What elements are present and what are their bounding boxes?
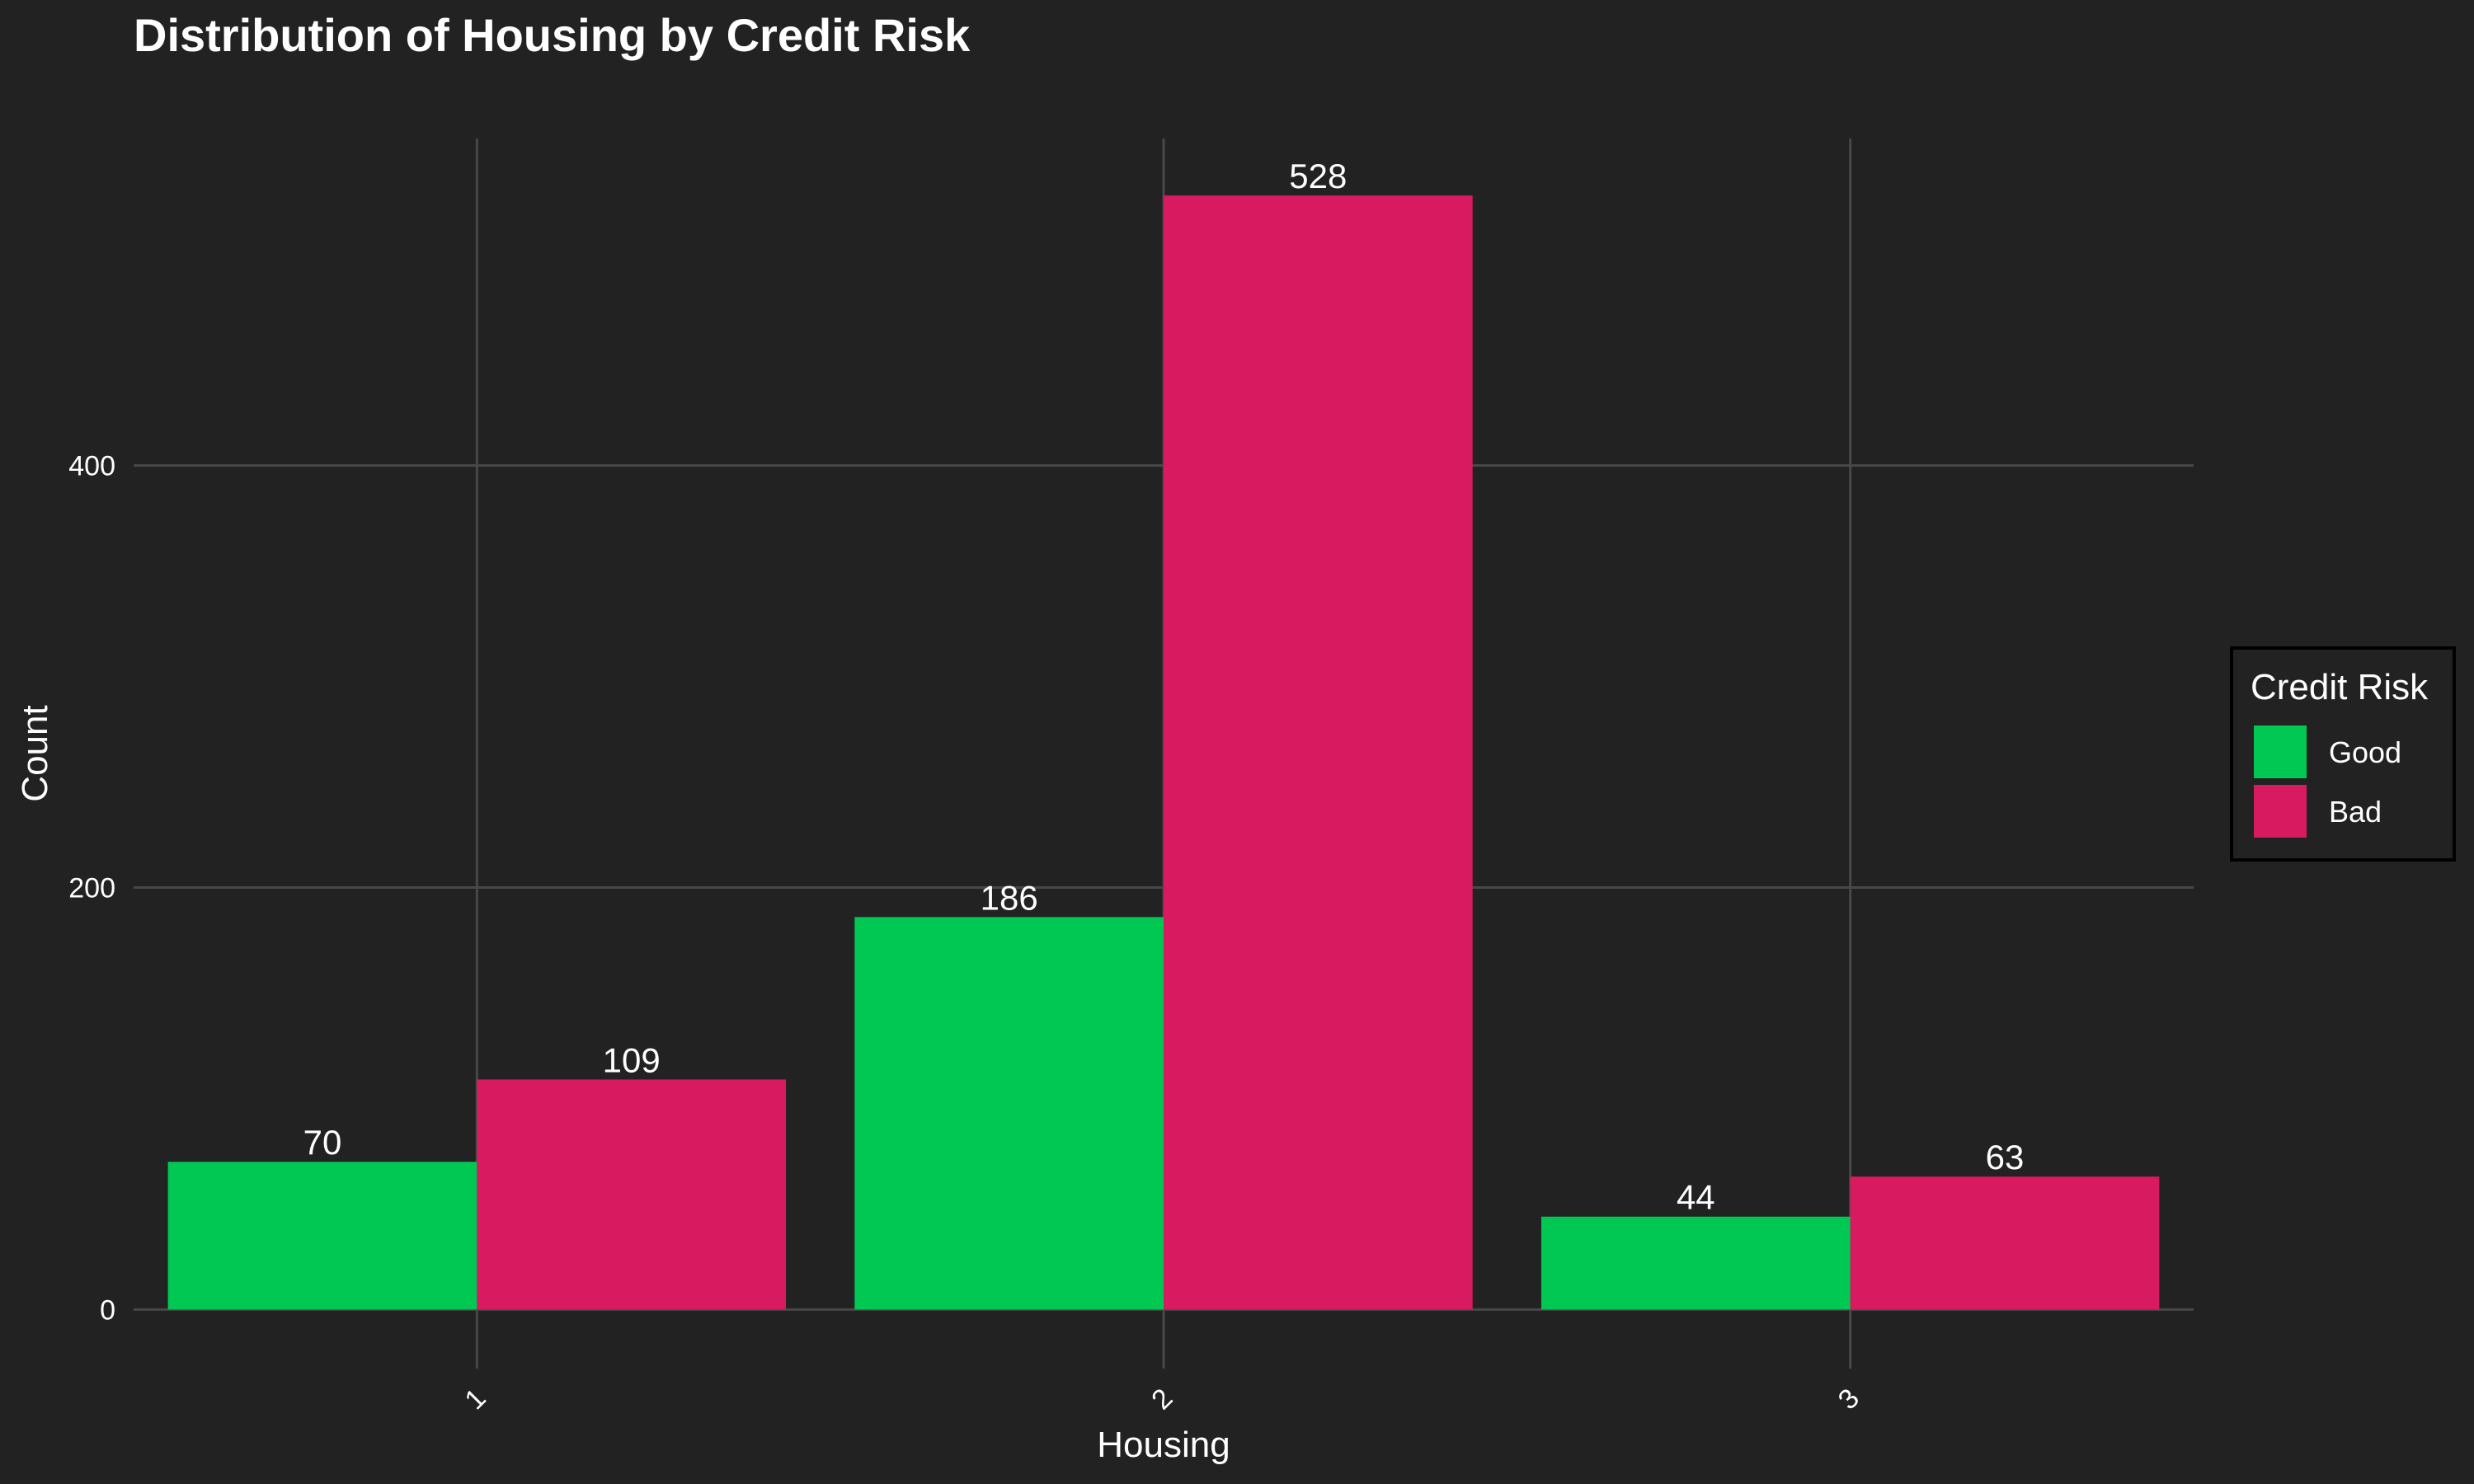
y-tick-label: 400	[68, 451, 115, 482]
bar-good-1	[167, 1162, 477, 1310]
y-axis-ticks: 0 200 400	[68, 451, 115, 1327]
chart-title: Distribution of Housing by Credit Risk	[134, 9, 971, 61]
data-labels: 70 186 44 109 528 63	[303, 157, 2025, 1217]
bars	[167, 195, 2160, 1310]
data-label: 186	[981, 878, 1038, 917]
data-label: 70	[303, 1123, 342, 1162]
y-tick-label: 200	[68, 873, 115, 904]
data-label: 109	[603, 1040, 661, 1079]
data-label: 44	[1677, 1178, 1715, 1217]
legend-label-good: Good	[2329, 735, 2401, 769]
legend-title: Credit Risk	[2251, 667, 2429, 707]
bar-bad-1	[477, 1079, 787, 1310]
data-label: 63	[1986, 1138, 2025, 1176]
x-axis-title: Housing	[1097, 1425, 1230, 1465]
legend-items: Good Bad	[2254, 726, 2401, 838]
y-tick-label: 0	[100, 1294, 115, 1326]
bar-bad-2	[1164, 195, 1473, 1310]
legend-swatch-bad	[2254, 785, 2307, 838]
bar-good-2	[854, 917, 1164, 1310]
bar-good-3	[1540, 1216, 1851, 1310]
bar-bad-3	[1850, 1176, 2160, 1310]
legend: Credit Risk Good Bad	[2230, 646, 2456, 862]
legend-box	[2230, 646, 2456, 862]
legend-label-bad: Bad	[2329, 795, 2382, 829]
legend-swatch-good	[2254, 726, 2307, 778]
y-axis-title: Count	[15, 705, 55, 801]
data-label: 528	[1289, 157, 1347, 195]
